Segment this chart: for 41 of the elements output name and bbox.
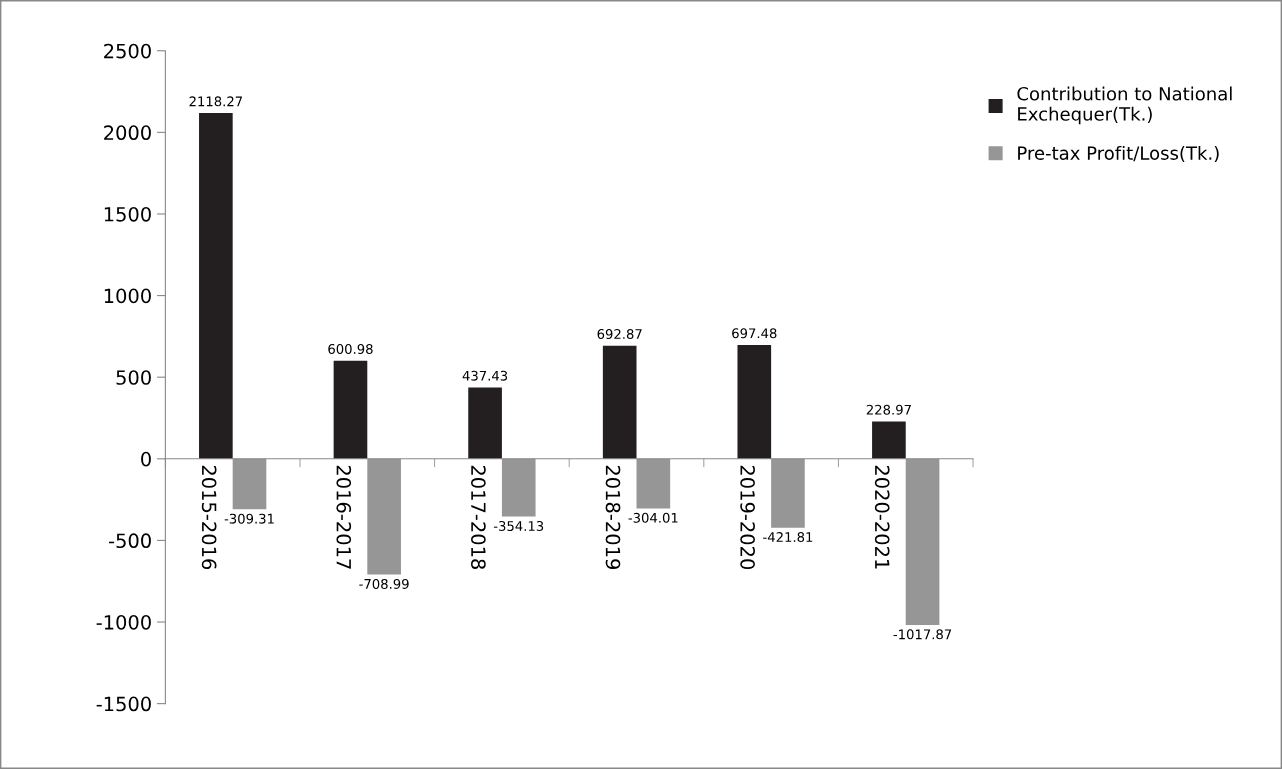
data-label: -309.31: [224, 513, 274, 524]
bar: [737, 344, 772, 459]
x-tick-label: 2020-2021: [874, 465, 890, 569]
bar: [199, 113, 233, 459]
y-tick-label: 500: [116, 370, 151, 385]
data-label: -708.99: [359, 578, 409, 589]
bar: [905, 458, 940, 625]
bar: [872, 421, 906, 459]
bar: [367, 458, 401, 575]
legend-label: Contribution to National Exchequer(Tk.): [1017, 86, 1232, 125]
x-tick-label: 2015-2016: [201, 465, 217, 570]
bar: [602, 345, 637, 459]
bar: [501, 458, 536, 517]
data-label: 437.43: [462, 370, 508, 381]
data-label: -421.81: [763, 532, 813, 543]
x-tick-label: 2019-2020: [740, 465, 755, 570]
data-label: 697.48: [732, 328, 777, 339]
y-tick-label: 0: [141, 451, 151, 467]
y-tick-label: 2000: [104, 125, 151, 141]
y-tick-label: -500: [109, 533, 151, 549]
data-label: -354.13: [493, 521, 544, 531]
legend-label: Pre-tax Profit/Loss(Tk.): [1018, 145, 1219, 163]
y-tick-label: 1000: [104, 288, 151, 304]
data-label: 228.97: [866, 404, 911, 415]
y-tick-label: 2500: [104, 43, 151, 59]
data-label: -304.01: [628, 512, 678, 523]
y-tick-label: -1500: [96, 696, 151, 712]
bar: [333, 360, 368, 459]
x-tick-label: 2016-2017: [336, 465, 352, 569]
data-label: 2118.27: [189, 96, 243, 107]
y-tick-label: 1500: [104, 206, 151, 222]
data-label: 600.98: [328, 344, 373, 354]
data-label: 692.87: [597, 329, 642, 339]
x-tick-label: 2018-2019: [605, 465, 621, 569]
bar: [636, 458, 671, 509]
data-label: -1017.87: [893, 629, 952, 640]
bar: [771, 458, 805, 528]
x-tick-label: 2017-2018: [471, 465, 486, 570]
y-tick-label: -1000: [96, 614, 151, 630]
bar: [468, 387, 502, 459]
bar: [232, 458, 267, 510]
